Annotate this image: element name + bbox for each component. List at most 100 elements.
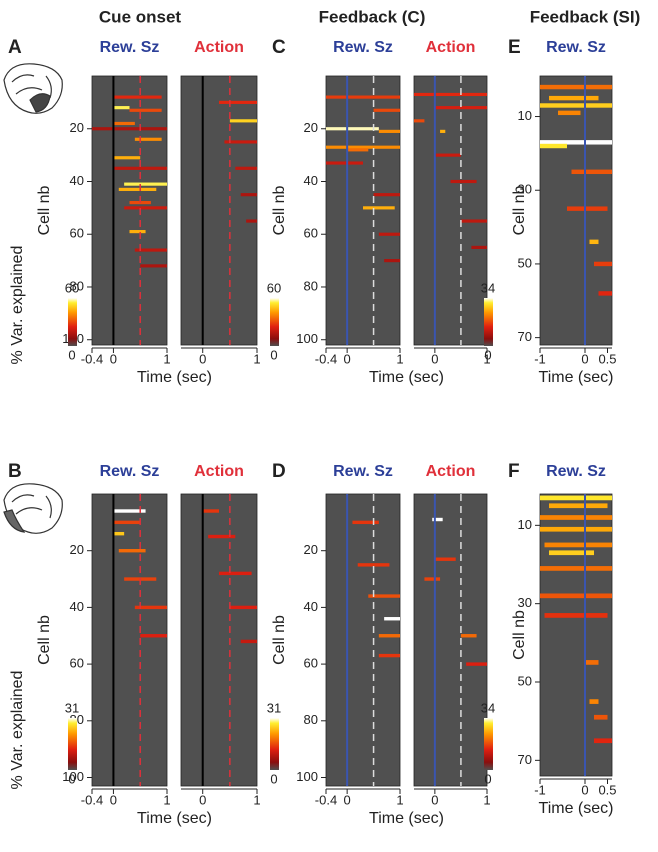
y-tick-label: 60 bbox=[304, 226, 318, 241]
heatmap-cell bbox=[124, 206, 167, 210]
heatmap-cell bbox=[414, 92, 487, 97]
colorbar-tick-label: 34 bbox=[481, 280, 495, 295]
heatmap-cell bbox=[450, 179, 477, 184]
heatmap-cell bbox=[540, 593, 612, 599]
y-tick-label: 100 bbox=[296, 331, 318, 346]
panel-letter: D bbox=[272, 461, 286, 482]
heatmap-cell bbox=[373, 108, 400, 112]
heatmap-background bbox=[413, 75, 488, 346]
heatmap-cell bbox=[134, 137, 162, 141]
heatmap-background bbox=[91, 493, 168, 787]
heatmap-cell bbox=[118, 548, 146, 553]
heatmap-cell bbox=[384, 617, 400, 621]
heatmap-cell bbox=[585, 660, 599, 665]
x-tick-label: 0 bbox=[431, 792, 438, 807]
heatmap-cell bbox=[432, 517, 443, 522]
heatmap-cell bbox=[113, 121, 135, 126]
x-tick-label: 1 bbox=[163, 351, 170, 366]
y-tick-label: 20 bbox=[70, 120, 84, 135]
y-tick-label: 100 bbox=[62, 769, 84, 784]
panel-letter: B bbox=[8, 461, 22, 482]
y-axis-label: Cell nb bbox=[36, 615, 53, 665]
x-tick-label: 0 bbox=[199, 351, 206, 366]
heatmap-cell bbox=[246, 219, 257, 223]
heatmap-cell bbox=[440, 129, 446, 133]
heatmap-cell bbox=[347, 148, 369, 152]
heatmap-cell bbox=[219, 571, 252, 576]
panel-letter: F bbox=[508, 461, 520, 482]
subplot-title: Rew. Sz bbox=[333, 463, 393, 480]
subplot-title: Rew. Sz bbox=[100, 39, 160, 56]
x-tick-label: 0 bbox=[344, 792, 351, 807]
brain-icon bbox=[3, 63, 63, 114]
heatmap-cell bbox=[352, 520, 379, 525]
heatmap-cell bbox=[235, 166, 257, 170]
colorbar-tick-label: 34 bbox=[481, 700, 495, 715]
heatmap-cell bbox=[368, 594, 400, 598]
y-axis-label: Cell nb bbox=[271, 186, 288, 236]
x-tick-label: -0.4 bbox=[81, 351, 103, 366]
heatmap-cell bbox=[113, 520, 141, 525]
brain-icon bbox=[3, 483, 63, 534]
heatmap-cell bbox=[378, 129, 400, 133]
x-tick-label: 0.5 bbox=[598, 351, 616, 366]
heatmap-cell bbox=[594, 738, 612, 744]
colorbar bbox=[484, 718, 493, 770]
colorbar bbox=[270, 298, 279, 346]
heatmap-cell bbox=[594, 261, 612, 267]
subplot-title: Action bbox=[426, 39, 476, 56]
x-axis-label: Time (sec) bbox=[369, 810, 444, 827]
subplot-title: Action bbox=[194, 463, 244, 480]
colorbar-label: % Var. explained bbox=[9, 671, 26, 790]
x-tick-label: -1 bbox=[534, 782, 546, 797]
heatmap-cell bbox=[224, 140, 257, 144]
heatmap-cell bbox=[589, 699, 599, 704]
panel-letter: A bbox=[8, 37, 22, 58]
heatmap-cell bbox=[326, 127, 379, 131]
x-tick-label: 1 bbox=[163, 792, 170, 807]
x-tick-label: 0 bbox=[581, 351, 588, 366]
heatmap-cell bbox=[134, 605, 167, 610]
heatmap-background bbox=[180, 75, 258, 346]
y-tick-label: 60 bbox=[70, 656, 84, 671]
heatmap-cell bbox=[466, 662, 487, 666]
heatmap-cell bbox=[326, 161, 363, 165]
heatmap-cell bbox=[229, 119, 257, 123]
y-tick-label: 60 bbox=[70, 226, 84, 241]
x-tick-label: 0 bbox=[431, 351, 438, 366]
colorbar-tick-label: 31 bbox=[267, 700, 281, 715]
panel-letter: E bbox=[508, 37, 521, 58]
y-tick-label: 80 bbox=[304, 278, 318, 293]
y-tick-label: 100 bbox=[296, 769, 318, 784]
y-tick-label: 20 bbox=[70, 542, 84, 557]
y-tick-label: 30 bbox=[518, 182, 532, 197]
heatmap-cell bbox=[129, 230, 146, 234]
x-tick-label: -0.4 bbox=[315, 792, 337, 807]
colorbar bbox=[270, 718, 279, 770]
y-tick-label: 60 bbox=[304, 656, 318, 671]
x-tick-label: 0 bbox=[199, 792, 206, 807]
heatmap-cell bbox=[598, 291, 612, 296]
x-tick-label: 1 bbox=[396, 792, 403, 807]
colorbar-label: % Var. explained bbox=[9, 246, 26, 365]
heatmap-cell bbox=[140, 634, 167, 638]
colorbar-tick-label: 0 bbox=[484, 771, 491, 786]
heatmap-cell bbox=[544, 613, 608, 618]
y-tick-label: 10 bbox=[518, 517, 532, 532]
y-tick-label: 20 bbox=[304, 120, 318, 135]
heatmap-cell bbox=[134, 248, 167, 252]
panel-letter: C bbox=[272, 37, 286, 58]
x-axis-label: Time (sec) bbox=[369, 369, 444, 386]
x-axis-label: Time (sec) bbox=[137, 810, 212, 827]
heatmap-cell bbox=[540, 140, 612, 145]
heatmap-background bbox=[413, 493, 488, 787]
heatmap-cell bbox=[113, 531, 125, 536]
subplot-title: Rew. Sz bbox=[333, 39, 393, 56]
x-tick-label: 0 bbox=[581, 782, 588, 797]
x-axis-label: Time (sec) bbox=[539, 369, 614, 386]
x-tick-label: -1 bbox=[534, 351, 546, 366]
y-tick-label: 20 bbox=[304, 542, 318, 557]
heatmap-cell bbox=[240, 639, 257, 644]
heatmap-background bbox=[91, 75, 168, 346]
heatmap-cell bbox=[118, 187, 157, 191]
